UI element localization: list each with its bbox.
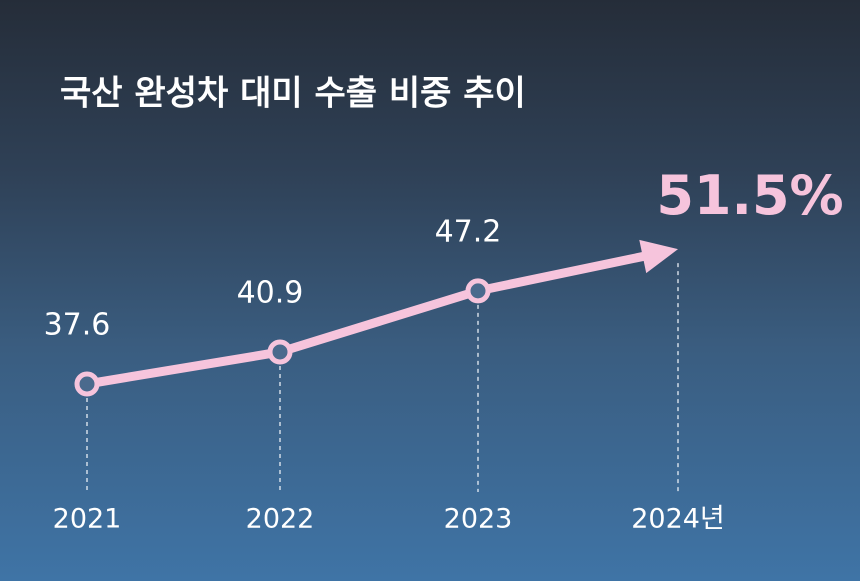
data-point: [465, 278, 491, 304]
data-line: [86, 250, 650, 389]
x-tick-label: 2024년: [631, 504, 725, 535]
data-point: [74, 371, 100, 397]
x-tick-label: 2023: [444, 504, 513, 535]
value-label: 51.5%: [656, 164, 843, 227]
arrow-head: [639, 239, 678, 274]
x-tick-label: 2022: [246, 504, 315, 535]
value-label: 37.6: [44, 308, 111, 343]
value-label: 40.9: [237, 275, 304, 310]
chart-title: 국산 완성차 대미 수출 비중 추이: [60, 74, 526, 114]
x-tick-label: 2021: [53, 504, 122, 535]
value-label: 47.2: [435, 214, 502, 249]
data-point: [267, 339, 293, 365]
